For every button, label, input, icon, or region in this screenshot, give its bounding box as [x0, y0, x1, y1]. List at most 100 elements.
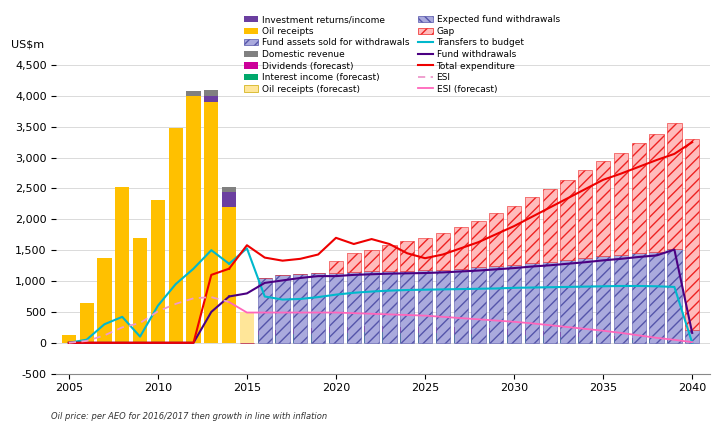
Bar	[667, 340, 681, 341]
Bar	[560, 260, 575, 343]
Bar	[62, 335, 76, 343]
Bar	[631, 144, 646, 253]
Bar	[436, 333, 450, 343]
Bar	[382, 271, 397, 343]
Bar	[240, 312, 254, 343]
Bar	[685, 139, 700, 330]
Bar	[471, 334, 486, 343]
Bar	[257, 331, 272, 336]
Bar	[454, 328, 468, 333]
Bar	[311, 328, 326, 333]
Bar	[400, 327, 415, 333]
Bar	[525, 263, 539, 343]
Bar	[365, 250, 378, 271]
Bar	[542, 189, 557, 262]
Bar	[667, 123, 681, 249]
Bar	[489, 266, 503, 343]
Bar	[454, 227, 468, 269]
Bar	[222, 192, 236, 207]
Bar	[685, 330, 700, 343]
Bar	[507, 206, 521, 265]
Bar	[418, 270, 432, 343]
Bar	[257, 278, 272, 343]
Bar	[311, 333, 326, 343]
Bar	[329, 333, 343, 343]
Bar	[579, 337, 592, 343]
Bar	[400, 271, 415, 343]
Bar	[596, 161, 610, 256]
Bar	[489, 334, 503, 343]
Bar	[276, 275, 290, 343]
Bar	[400, 241, 415, 271]
Bar	[667, 249, 681, 343]
Bar	[596, 338, 610, 343]
Bar	[418, 327, 432, 333]
Bar	[293, 329, 307, 334]
Bar	[560, 180, 575, 260]
Bar	[347, 253, 361, 272]
Legend: Investment returns/income, Oil receipts, Fund assets sold for withdrawals, Domes: Investment returns/income, Oil receipts,…	[244, 16, 560, 93]
Bar	[257, 336, 272, 343]
Bar	[507, 335, 521, 343]
Bar	[631, 253, 646, 343]
Bar	[525, 336, 539, 343]
Bar	[168, 128, 183, 343]
Bar	[471, 267, 486, 343]
Bar	[311, 273, 326, 343]
Bar	[560, 337, 575, 343]
Bar	[329, 273, 343, 343]
Bar	[204, 96, 218, 102]
Bar	[650, 339, 663, 340]
Bar	[222, 187, 236, 192]
Bar	[631, 338, 646, 340]
Bar	[507, 329, 521, 335]
Bar	[186, 91, 201, 96]
Bar	[436, 233, 450, 270]
Bar	[614, 153, 628, 255]
Bar	[365, 326, 378, 332]
Bar	[204, 90, 218, 96]
Bar	[596, 256, 610, 343]
Bar	[631, 340, 646, 343]
Bar	[489, 328, 503, 334]
Bar	[542, 331, 557, 336]
Bar	[471, 221, 486, 267]
Bar	[560, 332, 575, 337]
Text: US$m: US$m	[11, 40, 44, 49]
Bar	[329, 261, 343, 273]
Bar	[151, 200, 165, 343]
Bar	[347, 272, 361, 343]
Bar	[133, 238, 147, 343]
Bar	[365, 332, 378, 343]
Bar	[542, 262, 557, 343]
Bar	[418, 333, 432, 343]
Bar	[525, 197, 539, 263]
Bar	[454, 269, 468, 343]
Bar	[365, 271, 378, 343]
Bar	[579, 170, 592, 258]
Text: Oil price: per AEO for 2016/2017 then growth in line with inflation: Oil price: per AEO for 2016/2017 then gr…	[51, 412, 327, 421]
Bar	[329, 328, 343, 333]
Bar	[614, 255, 628, 343]
Bar	[685, 341, 700, 343]
Bar	[525, 330, 539, 336]
Bar	[186, 96, 201, 343]
Bar	[650, 134, 663, 252]
Bar	[650, 252, 663, 343]
Bar	[596, 334, 610, 338]
Bar	[115, 187, 129, 343]
Bar	[382, 332, 397, 343]
Bar	[222, 207, 236, 343]
Bar	[579, 258, 592, 343]
Bar	[650, 340, 663, 343]
Bar	[614, 339, 628, 343]
Bar	[204, 102, 218, 343]
Bar	[276, 330, 290, 335]
Bar	[436, 327, 450, 333]
Bar	[400, 333, 415, 343]
Bar	[276, 335, 290, 343]
Bar	[293, 274, 307, 343]
Bar	[471, 328, 486, 334]
Bar	[382, 245, 397, 271]
Bar	[579, 333, 592, 337]
